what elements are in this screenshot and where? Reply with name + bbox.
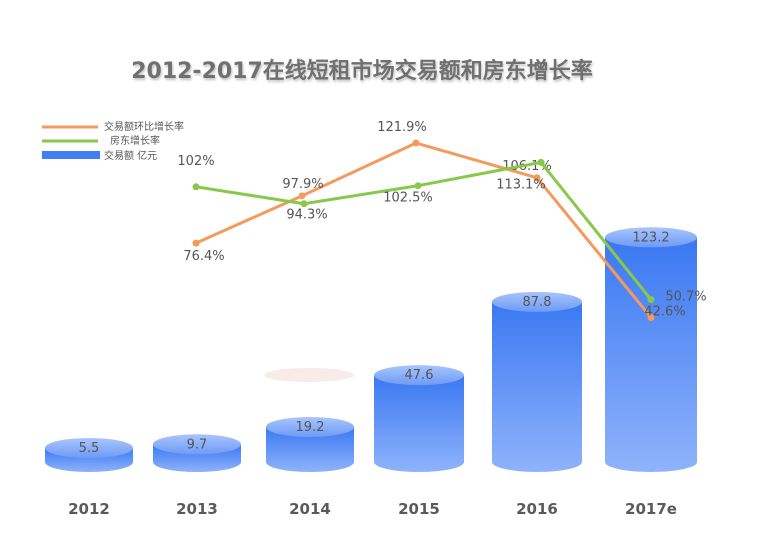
- x-tick-label: 2017e: [625, 500, 677, 518]
- line-point-label: 102.5%: [383, 191, 433, 206]
- legend: 交易额环比增长率 房东增长率 交易额 亿元: [42, 120, 184, 162]
- bar-top-2015: [374, 365, 464, 386]
- line-point-label: 50.7%: [665, 290, 706, 305]
- line-point-label: 42.6%: [644, 304, 685, 319]
- legend-swatch-volume: [42, 151, 100, 159]
- line-point-label: 97.9%: [282, 177, 323, 192]
- line-point: [300, 200, 308, 208]
- bar-2014: [266, 426, 354, 472]
- bar-2017e: [605, 237, 697, 472]
- line-series: 76.4%97.9%121.9%106.1%42.6%102%94.3%102.…: [177, 120, 707, 321]
- line-point-label: 121.9%: [377, 120, 427, 135]
- legend-label-landlord: 房东增长率: [110, 134, 160, 147]
- bar-2015: [374, 375, 464, 472]
- x-tick-label: 2015: [398, 500, 440, 518]
- line-point: [414, 182, 422, 190]
- bar-2016: [492, 301, 582, 472]
- line-point: [647, 313, 655, 321]
- bar-value-label: 19.2: [296, 420, 325, 435]
- bar-value-label: 123.2: [632, 230, 669, 245]
- line-point: [647, 296, 655, 304]
- bar-value-label: 9.7: [187, 437, 208, 452]
- bar-top-2014: [266, 416, 354, 437]
- line-point: [192, 239, 200, 247]
- bar-top-2017e: [605, 227, 697, 248]
- bar-top-2016: [492, 291, 582, 312]
- line-point-label: 76.4%: [183, 249, 224, 264]
- line-point: [537, 158, 545, 166]
- bar-top-2013: [153, 434, 241, 455]
- line-point: [412, 139, 420, 147]
- bar-top-2012: [45, 438, 133, 458]
- line-point: [533, 174, 541, 182]
- line-landlord: [195, 160, 653, 301]
- x-tick-label: 2016: [516, 500, 558, 518]
- x-axis-labels: 2012 2013 2014 2015 2016 2017e: [68, 500, 677, 518]
- bar-value-label: 5.5: [79, 441, 100, 456]
- bar-value-label: 87.8: [523, 295, 552, 310]
- decorative-shadow: [264, 368, 354, 382]
- bar-value-label: 47.6: [405, 368, 434, 383]
- line-point-label: 113.1%: [496, 177, 546, 192]
- legend-label-volume: 交易额 亿元: [104, 149, 157, 162]
- line-point: [192, 183, 200, 191]
- line-point: [298, 192, 306, 200]
- x-tick-label: 2013: [176, 500, 218, 518]
- line-growth: [195, 141, 653, 319]
- legend-label-growth: 交易额环比增长率: [104, 120, 184, 133]
- bar-series: 5.5 9.7 19.2 47.6 87.8 123.2: [45, 227, 697, 472]
- chart-title: 2012-2017在线短租市场交易额和房东增长率: [131, 58, 593, 84]
- x-tick-label: 2014: [289, 500, 331, 518]
- x-tick-label: 2012: [68, 500, 110, 518]
- line-point-label: 94.3%: [286, 208, 327, 223]
- line-point-label: 102%: [177, 154, 214, 169]
